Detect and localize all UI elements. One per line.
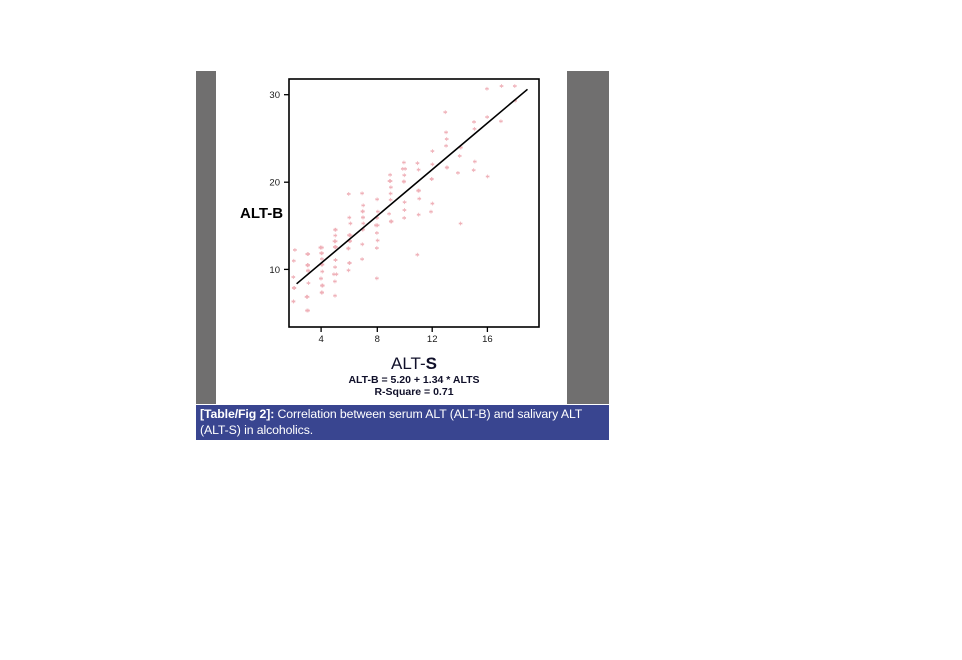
svg-text:20: 20: [269, 178, 280, 189]
svg-text:8: 8: [375, 334, 380, 345]
svg-text:10: 10: [269, 265, 280, 276]
svg-text:16: 16: [482, 334, 493, 345]
svg-text:4: 4: [318, 334, 323, 345]
svg-text:12: 12: [427, 334, 438, 345]
svg-text:30: 30: [269, 90, 280, 101]
